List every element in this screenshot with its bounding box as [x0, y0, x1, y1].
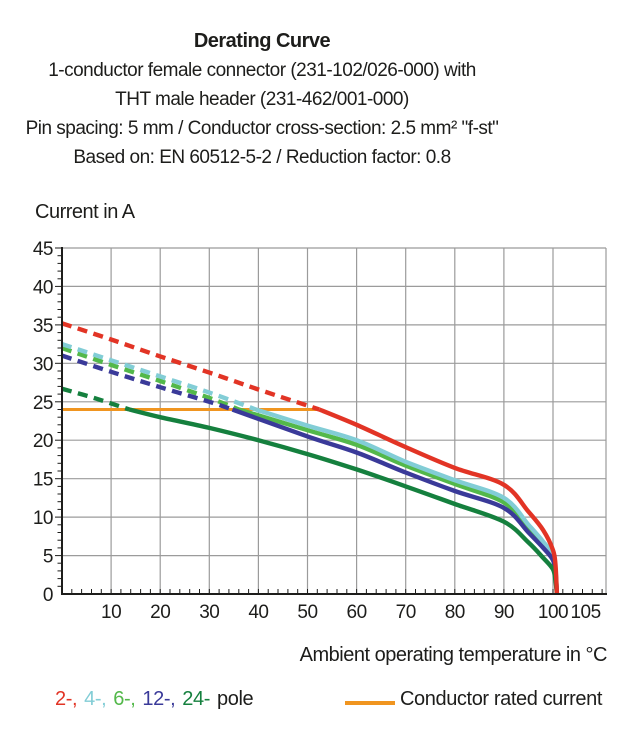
legend-rated-current-swatch — [345, 701, 395, 705]
svg-text:30: 30 — [199, 602, 219, 623]
chart-subtitle-line-2: THT male header (231-462/001-000) — [115, 89, 409, 110]
chart-header: Derating Curve 1-conductor female connec… — [0, 26, 524, 172]
svg-text:35: 35 — [33, 316, 53, 337]
svg-text:60: 60 — [347, 602, 367, 623]
svg-text:30: 30 — [33, 354, 53, 375]
legend-pole-segment: 24- — [182, 688, 211, 710]
svg-text:105: 105 — [570, 602, 600, 623]
svg-text:90: 90 — [494, 602, 514, 623]
chart-subtitle-line-4: Based on: EN 60512-5-2 / Reduction facto… — [73, 147, 451, 168]
svg-text:40: 40 — [248, 602, 268, 623]
legend-pole-segment: 4-, — [84, 688, 107, 710]
svg-text:15: 15 — [33, 470, 53, 491]
x-axis-title: Ambient operating temperature in °C — [299, 644, 608, 666]
svg-text:10: 10 — [101, 602, 121, 623]
svg-text:40: 40 — [33, 277, 53, 298]
legend-pole-segment: 2-, — [55, 688, 78, 710]
svg-text:45: 45 — [33, 239, 53, 260]
svg-text:25: 25 — [33, 393, 53, 414]
svg-text:0: 0 — [43, 585, 53, 606]
chart-title: Derating Curve — [193, 30, 331, 52]
svg-text:10: 10 — [33, 508, 53, 529]
svg-text:20: 20 — [33, 431, 53, 452]
svg-text:50: 50 — [297, 602, 317, 623]
svg-text:70: 70 — [396, 602, 416, 623]
chart-plot-area: 0 5 10 15 20 25 30 35 40 45 10 20 30 40 50 60 70 80 90 100 1… — [33, 239, 607, 623]
legend-pole-segment: 6-, — [113, 688, 136, 710]
svg-text:5: 5 — [43, 547, 53, 568]
y-axis-title: Current in A — [35, 201, 135, 223]
legend-pole-colors: 2-, 4-, 6-, 12-, 24- pole — [55, 688, 260, 711]
chart-subtitle-line-3: Pin spacing: 5 mm / Conductor cross-sect… — [25, 118, 499, 139]
legend-pole-segment: 12-, — [142, 688, 176, 710]
chart-subtitle-line-1: 1-conductor female connector (231-102/02… — [48, 60, 476, 81]
svg-text:100: 100 — [538, 602, 568, 623]
legend-rated-current-label: Conductor rated current — [400, 688, 603, 710]
svg-text:80: 80 — [445, 602, 465, 623]
svg-text:20: 20 — [150, 602, 170, 623]
legend-pole-segment: pole — [217, 688, 254, 710]
